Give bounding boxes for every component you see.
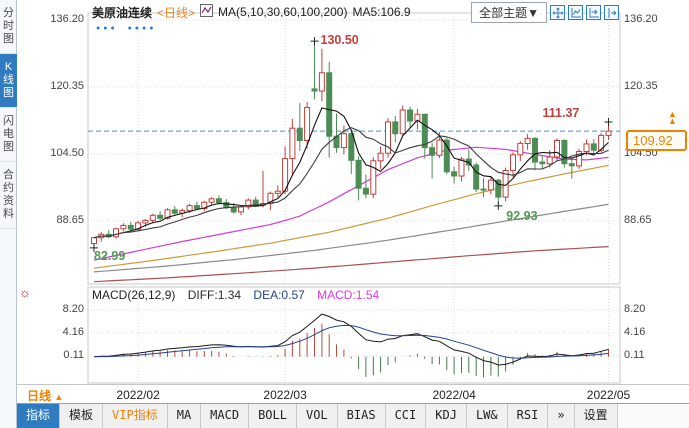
- period-label: <日线>: [157, 5, 196, 20]
- sidebar-item-timeshare[interactable]: 分时图: [0, 0, 17, 54]
- tabbar-filler: [617, 404, 689, 428]
- macd-settings-icon[interactable]: ☼: [19, 285, 31, 300]
- tab-rsi[interactable]: RSI: [508, 404, 549, 428]
- macd-axis-label-left: 0.11: [63, 349, 84, 362]
- svg-text:130.50: 130.50: [321, 33, 359, 47]
- tab-cci[interactable]: CCI: [386, 404, 427, 428]
- tab-more[interactable]: »: [548, 404, 575, 428]
- pan-crosshair-icon[interactable]: [550, 5, 565, 20]
- svg-text:111.37: 111.37: [543, 106, 580, 120]
- zoom-area-icon[interactable]: [568, 5, 583, 20]
- last-price-box: 109.92: [626, 130, 687, 151]
- ma-indicator-icon[interactable]: [200, 4, 214, 20]
- toolbar: 全部主题▼: [471, 2, 619, 23]
- price-axis-label-right: 88.65: [624, 214, 652, 226]
- price-axis-label-left: 136.20: [50, 13, 84, 25]
- date-axis-row: 日线 ▲ 2022/02 2022/03 2022/04 2022/05: [17, 384, 689, 403]
- diff-value-label: DIFF:1.34: [187, 288, 242, 302]
- price-up-arrows-icon: ▲ ▲: [668, 109, 677, 126]
- date-axis-label: 2022/05: [586, 388, 631, 402]
- macd-axis-label-right: 4.16: [624, 326, 646, 338]
- tab-boll[interactable]: BOLL: [249, 404, 297, 428]
- price-axis-label-left: 88.65: [56, 214, 84, 226]
- dots-group-2[interactable]: ●●●●: [127, 25, 157, 32]
- jump-to-latest-icon[interactable]: [604, 5, 619, 20]
- macd-header: MACD(26,12,9) DIFF:1.34 DEA:0.57 MACD:1.…: [92, 288, 388, 302]
- svg-text:82.99: 82.99: [94, 249, 125, 263]
- chart-header: 美原油连续 <日线> MA(5,10,30,60,100,200) MA5:10…: [92, 3, 411, 21]
- price-axis-label-left: 104.50: [50, 147, 84, 159]
- dots-group-1[interactable]: ●●●: [96, 25, 118, 32]
- dea-value-label: DEA:0.57: [253, 288, 305, 302]
- ma5-value-label: MA5:106.9: [352, 5, 411, 19]
- sidebar: 分时图 K线图 闪电图 合约资料: [0, 0, 17, 428]
- sidebar-item-contract-info[interactable]: 合约资料: [0, 162, 17, 229]
- indicator-tab-bar: 指标 模板 VIP指标 MA MACD BOLL VOL BIAS CCI KDJ LW& RSI» 设…: [17, 403, 689, 428]
- period-text: 日线: [27, 389, 52, 403]
- symbol-title: 美原油连续: [92, 5, 153, 20]
- macd-axis-label-left: 8.20: [62, 303, 84, 315]
- macd-value-label: MACD:1.54: [317, 288, 380, 302]
- indicator-dots-toggle[interactable]: ●●● ●●●●: [96, 25, 157, 32]
- macd-axis-label-right: 0.11: [624, 349, 645, 362]
- tab-vol[interactable]: VOL: [297, 404, 338, 428]
- date-axis-label: 2022/03: [263, 388, 307, 402]
- date-axis-label: 2022/02: [116, 388, 160, 402]
- sidebar-item-kline[interactable]: K线图: [0, 54, 17, 108]
- tab-kdj[interactable]: KDJ: [426, 404, 467, 428]
- tab-bias[interactable]: BIAS: [338, 404, 386, 428]
- period-selector[interactable]: 日线 ▲: [27, 387, 63, 404]
- tab-lw[interactable]: LW&: [467, 404, 508, 428]
- price-axis-label-right: 120.35: [624, 80, 658, 92]
- tab-vip-indicator[interactable]: VIP指标: [103, 404, 168, 428]
- macd-axis-label-right: 8.20: [624, 303, 646, 315]
- date-axis-label: 2022/04: [432, 388, 476, 402]
- macd-axis-label-left: 4.16: [62, 326, 84, 338]
- sidebar-item-flash[interactable]: 闪电图: [0, 108, 17, 162]
- price-axis-label-right: 136.20: [624, 13, 658, 25]
- price-axis-label-left: 120.35: [50, 80, 84, 92]
- period-arrow-icon: ▲: [54, 392, 64, 402]
- tab-ma[interactable]: MA: [168, 404, 202, 428]
- tab-settings[interactable]: 设置: [575, 404, 618, 428]
- ma-settings-label: MA(5,10,30,60,100,200): [218, 5, 348, 19]
- tab-indicator[interactable]: 指标: [17, 404, 61, 428]
- svg-text:92.93: 92.93: [506, 209, 537, 223]
- tab-template[interactable]: 模板: [60, 404, 104, 428]
- macd-params-label: MACD(26,12,9): [92, 288, 176, 302]
- pan-right-icon[interactable]: [586, 5, 601, 20]
- tab-macd[interactable]: MACD: [201, 404, 250, 428]
- theme-dropdown-button[interactable]: 全部主题▼: [471, 2, 547, 23]
